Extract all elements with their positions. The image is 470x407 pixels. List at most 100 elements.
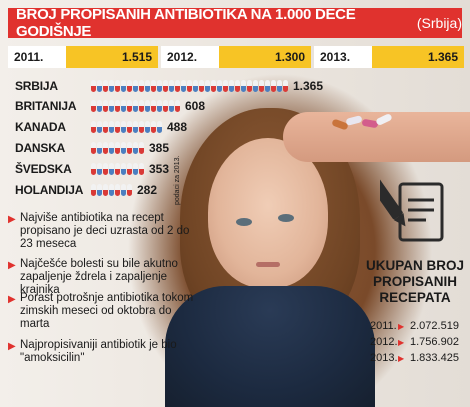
pill-capsule-icon xyxy=(127,121,132,133)
pill-capsule-icon xyxy=(121,142,126,154)
pill-capsule-icon xyxy=(109,121,114,133)
pill-capsule-icon xyxy=(127,163,132,175)
pill-capsule-icon xyxy=(109,142,114,154)
totals-value: 1.833.425 xyxy=(410,352,459,364)
pill-capsule-icon xyxy=(151,121,156,133)
country-row: DANSKA 385 xyxy=(15,140,169,156)
totals-row: 2011. ▶ 2.072.519 xyxy=(370,320,459,332)
pill-capsule-icon xyxy=(91,100,96,112)
totals-heading-line: UKUPAN BROJ xyxy=(365,258,464,273)
pill-capsule-icon xyxy=(139,80,144,92)
country-name: ŠVEDSKA xyxy=(15,162,72,176)
pill-capsule-icon xyxy=(115,121,120,133)
pill-capsule-icon xyxy=(91,142,96,154)
pill-capsule-icon xyxy=(169,100,174,112)
prescription-document-icon xyxy=(368,170,450,250)
pill-capsule-icon xyxy=(151,100,156,112)
pill-capsule-icon xyxy=(109,80,114,92)
totals-year: 2013. xyxy=(370,352,398,364)
pill-capsule-icon xyxy=(115,184,120,196)
pill-capsule-icon xyxy=(247,80,252,92)
bar-value-label: 488 xyxy=(167,120,188,134)
data-year-note: podaci za 2013. xyxy=(174,155,181,205)
country-name: HOLANDIJA xyxy=(15,183,84,197)
pill-capsule-icon xyxy=(103,184,108,196)
bar-value-label: 385 xyxy=(149,141,170,155)
pill-capsule-icon xyxy=(139,163,144,175)
year-label: 2011. xyxy=(8,46,66,68)
girl-mouth xyxy=(256,262,280,267)
country-name: KANADA xyxy=(15,120,66,134)
pill-capsule-icon xyxy=(283,80,288,92)
pill-capsule-icon xyxy=(109,163,114,175)
pill-capsule-icon xyxy=(139,121,144,133)
bar-value-label: 1.365 xyxy=(293,79,324,93)
pill-capsule-icon xyxy=(103,80,108,92)
chart-subtitle: (Srbija) xyxy=(416,15,462,31)
bar-value-label: 353 xyxy=(149,162,170,176)
pill-capsule-icon xyxy=(97,184,102,196)
year-value: 1.300 xyxy=(219,46,311,68)
arrow-icon: ▶ xyxy=(398,321,405,331)
year-box-2012: 2012. 1.300 xyxy=(161,46,311,68)
pill-capsule-icon xyxy=(121,100,126,112)
pill-capsule-icon xyxy=(241,80,246,92)
pill-capsule-icon xyxy=(127,80,132,92)
pill-capsule-icon xyxy=(265,80,270,92)
totals-value: 2.072.519 xyxy=(410,320,459,332)
pill-bar: 1.365 xyxy=(91,78,323,94)
girl-shirt xyxy=(165,286,375,407)
year-label: 2013. xyxy=(314,46,372,68)
bullet-arrow-icon: ▶ xyxy=(8,260,16,271)
pill-capsule-icon xyxy=(151,80,156,92)
bullet-text: Najviše antibiotika na recept propisano … xyxy=(20,212,190,250)
year-value: 1.365 xyxy=(372,46,464,68)
pill-capsule-icon xyxy=(271,80,276,92)
pill-capsule-icon xyxy=(145,100,150,112)
totals-heading-line: RECEPATA xyxy=(379,290,451,305)
country-row: SRBIJA 1.365 xyxy=(15,78,323,94)
pill-capsule-icon xyxy=(187,80,192,92)
totals-value: 1.756.902 xyxy=(410,336,459,348)
pill-capsule-icon xyxy=(133,163,138,175)
pill-capsule-icon xyxy=(253,80,258,92)
pill-capsule-icon xyxy=(181,80,186,92)
pill-capsule-icon xyxy=(199,80,204,92)
country-name: SRBIJA xyxy=(15,79,58,93)
pill-capsule-icon xyxy=(157,100,162,112)
pill-capsule-icon xyxy=(109,100,114,112)
pill-capsule-icon xyxy=(91,121,96,133)
bullet-text: Najčešće bolesti su bile akutno zapaljen… xyxy=(20,258,178,296)
pill-capsule-icon xyxy=(97,121,102,133)
totals-row: 2012. ▶ 1.756.902 xyxy=(370,336,459,348)
pill-bar: 282 xyxy=(91,182,157,198)
girl-eye-right xyxy=(278,214,294,222)
pill-capsule-icon xyxy=(145,121,150,133)
totals-row: 2013. ▶ 1.833.425 xyxy=(370,352,459,364)
pill-capsule-icon xyxy=(193,80,198,92)
pill-capsule-icon xyxy=(223,80,228,92)
pill-capsule-icon xyxy=(259,80,264,92)
pill-capsule-icon xyxy=(97,163,102,175)
pill-capsule-icon xyxy=(169,80,174,92)
pill-capsule-icon xyxy=(139,100,144,112)
country-row: KANADA 488 xyxy=(15,119,187,135)
pill-capsule-icon xyxy=(91,80,96,92)
year-box-2011: 2011. 1.515 xyxy=(8,46,158,68)
country-row: HOLANDIJA 282 xyxy=(15,182,157,198)
chart-title: BROJ PROPISANIH ANTIBIOTIKA NA 1.000 DEC… xyxy=(16,6,356,40)
year-label: 2012. xyxy=(161,46,219,68)
pill-capsule-icon xyxy=(103,121,108,133)
pill-capsule-icon xyxy=(97,142,102,154)
pill-capsule-icon xyxy=(127,100,132,112)
totals-year: 2011. xyxy=(370,320,397,332)
totals-heading-line: PROPISANIH xyxy=(372,274,457,289)
pill-capsule-icon xyxy=(145,80,150,92)
pill-capsule-icon xyxy=(109,184,114,196)
pill-bar: 608 xyxy=(91,98,205,114)
pill-capsule-icon xyxy=(115,100,120,112)
pill-capsule-icon xyxy=(103,142,108,154)
pill-capsule-icon xyxy=(133,80,138,92)
totals-year: 2012. xyxy=(370,336,398,348)
country-name: BRITANIJA xyxy=(15,99,77,113)
